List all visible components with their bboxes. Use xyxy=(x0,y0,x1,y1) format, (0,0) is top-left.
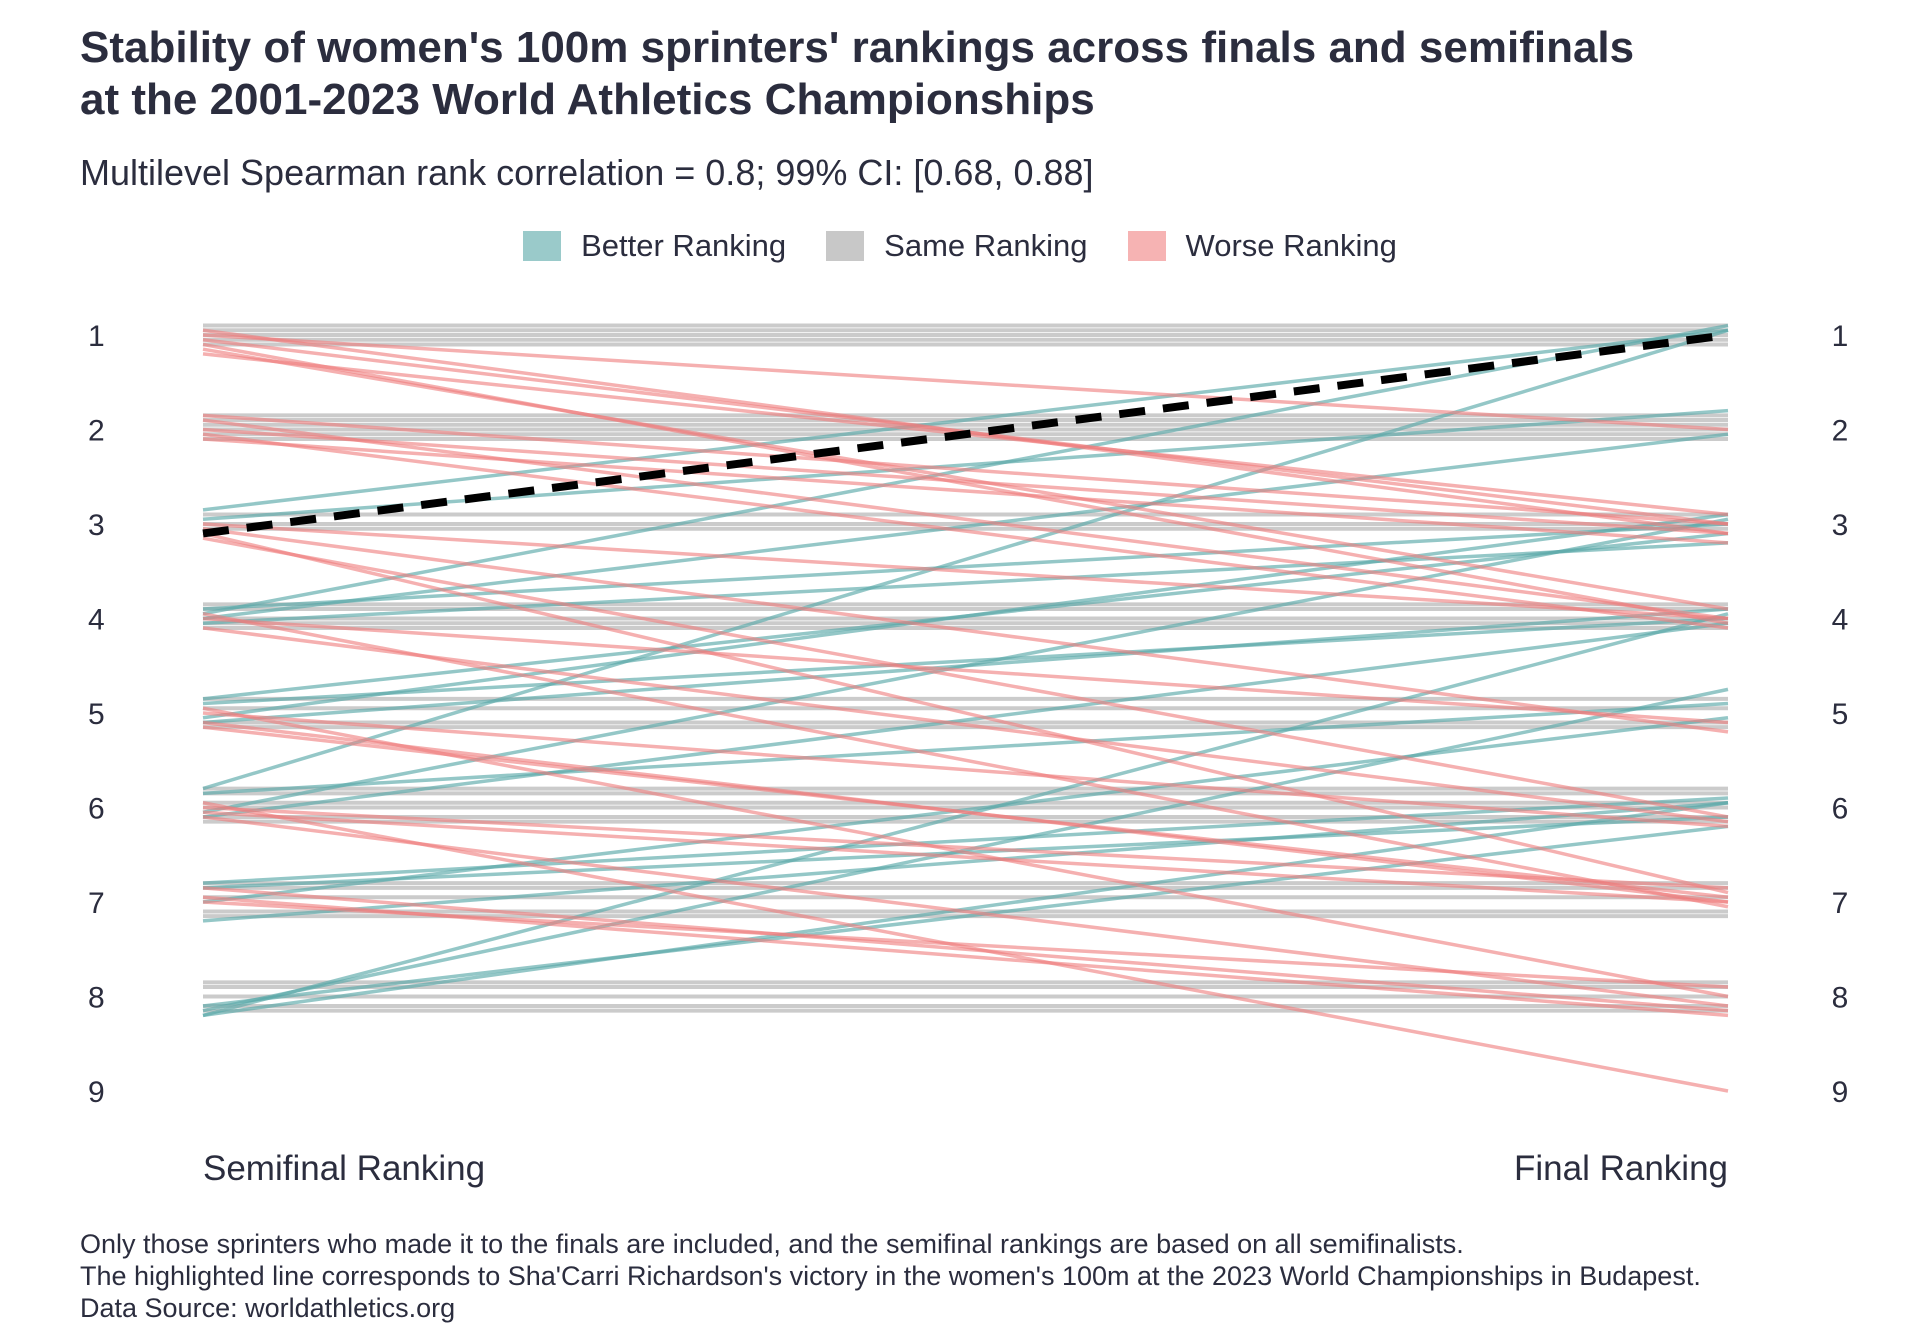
worse-ranking-line xyxy=(202,711,1729,829)
better-ranking-line xyxy=(202,432,1729,621)
worse-ranking-line xyxy=(202,413,1729,526)
worse-ranking-line xyxy=(202,810,1729,904)
better-ranking-line xyxy=(202,328,1729,791)
right-tick-label: 4 xyxy=(1832,604,1849,637)
better-ranking-line xyxy=(202,408,1729,522)
better-ranking-line xyxy=(202,512,1729,720)
worse-ranking-line xyxy=(202,531,1729,895)
worse-ranking-line xyxy=(202,626,1729,824)
slope-chart: 1 2 3 4 5 6 7 8 9 1 2 3 4 5 6 7 8 9 Semifinal Ranking Fi… xyxy=(88,320,1849,1188)
worse-ranking-line xyxy=(202,616,1729,725)
better-ranking-line xyxy=(202,517,1729,814)
chart-title-line-2: at the 2001-2023 World Athletics Champio… xyxy=(80,75,1095,124)
footer-note-1: Only those sprinters who made it to the … xyxy=(80,1229,1464,1259)
better-ranking-line xyxy=(202,621,1729,819)
right-y-axis-ticks: 1 2 3 4 5 6 7 8 9 xyxy=(1832,320,1849,1109)
x-label-semifinal: Semifinal Ranking xyxy=(203,1149,485,1188)
worse-ranking-line xyxy=(202,536,1729,819)
right-tick-label: 1 xyxy=(1832,320,1849,353)
left-tick-label: 1 xyxy=(88,320,105,353)
legend-item-better: Better Ranking xyxy=(523,228,786,264)
chart-title: Stability of women's 100m sprinters' ran… xyxy=(80,22,1880,126)
worse-ranking-line xyxy=(202,437,1729,545)
left-tick-label: 3 xyxy=(88,509,105,542)
legend-swatch-same xyxy=(826,231,865,261)
footer-note-2: The highlighted line corresponds to Sha'… xyxy=(80,1261,1701,1291)
better-ranking-line xyxy=(202,616,1729,706)
better-ranking-line xyxy=(202,715,1729,904)
better-ranking-line xyxy=(202,801,1729,923)
worse-ranking-line xyxy=(202,801,1729,1093)
left-tick-label: 2 xyxy=(88,415,105,448)
footer-caption: Only those sprinters who made it to the … xyxy=(80,1228,1701,1324)
worse-ranking-line xyxy=(202,342,1729,625)
better-ranking-line xyxy=(202,328,1729,512)
better-ranking-line xyxy=(202,541,1729,625)
worse-ranking-line xyxy=(202,805,1729,890)
highlight-line xyxy=(202,331,1729,538)
left-y-axis-ticks: 1 2 3 4 5 6 7 8 9 xyxy=(88,320,105,1109)
worse-ranking-line xyxy=(202,333,1729,432)
worse-ranking-line xyxy=(202,706,1729,999)
legend-label-worse: Worse Ranking xyxy=(1185,228,1397,263)
legend-swatch-better xyxy=(523,231,562,261)
highlight-line-group xyxy=(202,331,1729,538)
worse-ranking-line xyxy=(202,612,1729,909)
worse-ranking-line xyxy=(202,418,1729,621)
x-label-final: Final Ranking xyxy=(1514,1149,1728,1188)
legend: Better Ranking Same Ranking Worse Rankin… xyxy=(0,228,1920,264)
left-tick-label: 8 xyxy=(88,982,105,1015)
legend-item-worse: Worse Ranking xyxy=(1127,228,1397,264)
right-tick-label: 8 xyxy=(1832,982,1849,1015)
chart-title-line-1: Stability of women's 100m sprinters' ran… xyxy=(80,23,1635,72)
worse-ranking-line xyxy=(202,427,1729,536)
better-ranking-line xyxy=(202,687,1729,1013)
left-tick-label: 4 xyxy=(88,604,105,637)
legend-label-better: Better Ranking xyxy=(581,228,787,263)
legend-label-same: Same Ranking xyxy=(884,228,1088,263)
left-tick-label: 6 xyxy=(88,793,105,826)
worse-ranking-line xyxy=(202,886,1729,1013)
left-tick-label: 5 xyxy=(88,698,105,731)
better-ranking-line xyxy=(202,796,1729,885)
right-tick-label: 2 xyxy=(1832,415,1849,448)
legend-item-same: Same Ranking xyxy=(826,228,1088,264)
right-tick-label: 6 xyxy=(1832,793,1849,826)
better-ranking-line xyxy=(202,612,1729,1018)
worse-ranking-line xyxy=(202,526,1729,734)
right-tick-label: 5 xyxy=(1832,698,1849,731)
left-tick-label: 7 xyxy=(88,887,105,920)
worse-ranking-line xyxy=(202,900,1729,989)
better-ranking-line xyxy=(202,701,1729,796)
better-ranking-line xyxy=(202,801,1729,1018)
right-tick-label: 7 xyxy=(1832,887,1849,920)
worse-ranking-line xyxy=(202,522,1729,621)
footer-source: Data Source: worldathletics.org xyxy=(80,1293,456,1323)
right-tick-label: 3 xyxy=(1832,509,1849,542)
right-tick-label: 9 xyxy=(1832,1076,1849,1109)
chart-subtitle: Multilevel Spearman rank correlation = 0… xyxy=(80,152,1094,193)
worse-ranking-line xyxy=(202,432,1729,630)
left-tick-label: 9 xyxy=(88,1076,105,1109)
worse-ranking-lines xyxy=(202,328,1729,1093)
legend-swatch-worse xyxy=(1127,231,1166,261)
